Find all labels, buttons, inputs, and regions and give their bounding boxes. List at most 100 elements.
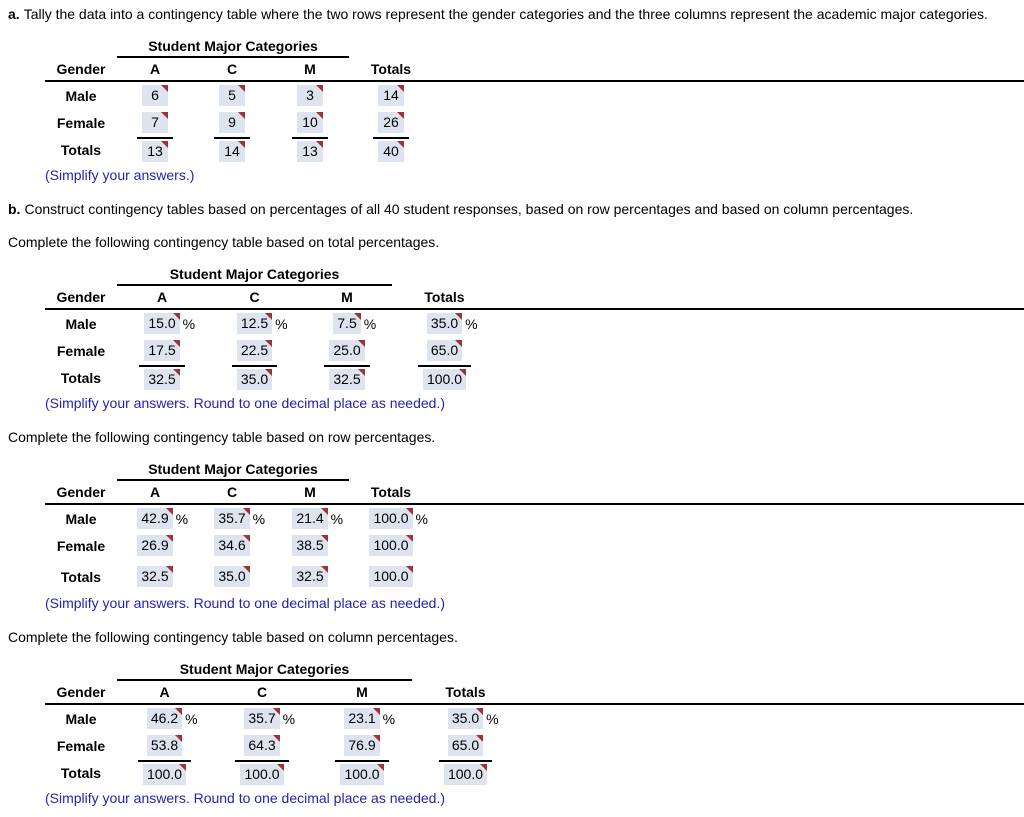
table-row-totals: Totals 32.5 35.0 32.5 100.0 — [45, 563, 1024, 590]
answer-cell-totals-m[interactable]: 13 — [271, 137, 349, 162]
row-percentages-table: Student Major Categories Gender A C M To… — [45, 461, 1024, 611]
answer-cell-female-c[interactable]: 64.3 — [212, 732, 312, 759]
correct-marker-icon — [405, 508, 413, 515]
answer-value: 17.5 — [148, 342, 176, 358]
answer-cell-totals-c[interactable]: 100.0 — [212, 760, 312, 785]
answer-cell-male-m[interactable]: 23.1% — [312, 705, 412, 732]
percent-sign: % — [185, 710, 198, 727]
row-label-female: Female — [56, 537, 106, 554]
answer-value: 10 — [302, 114, 318, 130]
correct-marker-icon — [320, 535, 328, 542]
answer-value: 9 — [228, 114, 236, 130]
answer-cell-female-m[interactable]: 25.0 — [302, 337, 392, 364]
answer-cell-totals-c[interactable]: 35.0 — [207, 365, 302, 390]
answer-cell-male-a[interactable]: 15.0% — [117, 310, 207, 337]
answer-cell-female-totals[interactable]: 65.0 — [412, 732, 519, 759]
answer-cell-male-a[interactable]: 42.9% — [117, 505, 193, 532]
answer-cell-female-totals[interactable]: 100.0 — [349, 532, 433, 559]
answer-cell-female-m[interactable]: 38.5 — [271, 532, 349, 559]
answer-cell-male-c[interactable]: 35.7% — [212, 705, 312, 732]
answer-value: 100.0 — [373, 510, 409, 526]
answer-value: 7.5 — [337, 315, 357, 331]
col-header-totals: Totals — [370, 484, 412, 500]
col-header-m: M — [341, 289, 353, 305]
answer-value: 3 — [306, 87, 314, 103]
answer-cell-female-a[interactable]: 26.9 — [117, 532, 193, 559]
answer-cell-totals-a[interactable]: 100.0 — [117, 760, 212, 785]
correct-marker-icon — [320, 566, 328, 573]
row-label-totals: Totals — [60, 369, 102, 386]
correct-marker-icon — [272, 708, 280, 715]
col-header-m: M — [356, 684, 368, 700]
correct-marker-icon — [172, 369, 180, 376]
correct-marker-icon — [372, 708, 380, 715]
answer-cell-totals-totals[interactable]: 100.0 — [412, 760, 519, 785]
answer-cell-totals-c[interactable]: 35.0 — [193, 563, 271, 590]
answer-cell-male-m[interactable]: 3 — [271, 82, 349, 109]
answer-cell-female-c[interactable]: 9 — [193, 109, 271, 136]
answer-cell-totals-totals[interactable]: 100.0 — [392, 365, 497, 390]
col-header-gender: Gender — [56, 484, 106, 500]
correct-marker-icon — [397, 85, 404, 92]
answer-value: 23.1 — [348, 710, 376, 726]
correct-marker-icon — [397, 141, 404, 148]
answer-cell-male-a[interactable]: 6 — [117, 82, 193, 109]
percent-sign: % — [175, 510, 189, 527]
answer-value: 100.0 — [344, 766, 380, 782]
answer-cell-male-totals[interactable]: 35.0% — [392, 310, 497, 337]
answer-cell-male-m[interactable]: 21.4% — [271, 505, 349, 532]
col-header-c: C — [249, 289, 260, 305]
answer-cell-totals-m[interactable]: 32.5 — [271, 563, 349, 590]
answer-cell-male-m[interactable]: 7.5% — [302, 310, 392, 337]
correct-marker-icon — [397, 112, 404, 119]
answer-value: 13 — [302, 143, 318, 159]
answer-cell-totals-m[interactable]: 32.5 — [302, 365, 392, 390]
row-label-female: Female — [56, 737, 106, 754]
answer-value: 7 — [151, 114, 159, 130]
row-label-female: Female — [56, 342, 106, 359]
answer-cell-female-a[interactable]: 7 — [117, 109, 193, 136]
answer-cell-totals-totals[interactable]: 40 — [349, 137, 433, 162]
answer-value: 100.0 — [373, 568, 409, 584]
correct-marker-icon — [165, 566, 173, 573]
answer-cell-totals-totals[interactable]: 100.0 — [349, 563, 433, 590]
answer-cell-male-c[interactable]: 35.7% — [193, 505, 271, 532]
answer-value: 5 — [228, 87, 236, 103]
correct-marker-icon — [265, 369, 273, 376]
answer-cell-male-c[interactable]: 12.5% — [207, 310, 302, 337]
answer-cell-female-a[interactable]: 53.8 — [117, 732, 212, 759]
correct-marker-icon — [276, 764, 284, 771]
col-header-totals: Totals — [445, 684, 486, 700]
answer-value: 35.0 — [218, 568, 246, 584]
answer-cell-female-totals[interactable]: 26 — [349, 109, 433, 136]
answer-cell-female-c[interactable]: 22.5 — [207, 337, 302, 364]
correct-marker-icon — [272, 735, 280, 742]
span-header-row: Student Major Categories — [45, 38, 1024, 58]
answer-value: 64.3 — [248, 737, 276, 753]
answer-value: 76.9 — [348, 737, 376, 753]
answer-value: 46.2 — [150, 710, 179, 726]
answer-cell-totals-a[interactable]: 32.5 — [117, 365, 207, 390]
answer-cell-male-totals[interactable]: 35.0% — [412, 705, 519, 732]
answer-cell-male-a[interactable]: 46.2% — [117, 705, 212, 732]
answer-cell-totals-m[interactable]: 100.0 — [312, 760, 412, 785]
answer-cell-totals-c[interactable]: 14 — [193, 137, 271, 162]
col-header-m: M — [304, 484, 316, 500]
correct-marker-icon — [238, 112, 245, 119]
answer-cell-totals-a[interactable]: 32.5 — [117, 563, 193, 590]
answer-cell-female-m[interactable]: 10 — [271, 109, 349, 136]
answer-cell-male-totals[interactable]: 14 — [349, 82, 433, 109]
answer-cell-female-c[interactable]: 34.6 — [193, 532, 271, 559]
table-row-female: Female 7 9 10 26 — [45, 109, 1024, 136]
correct-marker-icon — [353, 313, 361, 320]
answer-cell-female-a[interactable]: 17.5 — [117, 337, 207, 364]
answer-value: 6 — [151, 87, 159, 103]
answer-cell-totals-a[interactable]: 13 — [117, 137, 193, 162]
correct-marker-icon — [161, 141, 168, 148]
answer-cell-female-m[interactable]: 76.9 — [312, 732, 412, 759]
answer-cell-female-totals[interactable]: 65.0 — [392, 337, 497, 364]
part-a-label: a. — [8, 6, 20, 22]
answer-cell-male-totals[interactable]: 100.0% — [349, 505, 433, 532]
answer-cell-male-c[interactable]: 5 — [193, 82, 271, 109]
